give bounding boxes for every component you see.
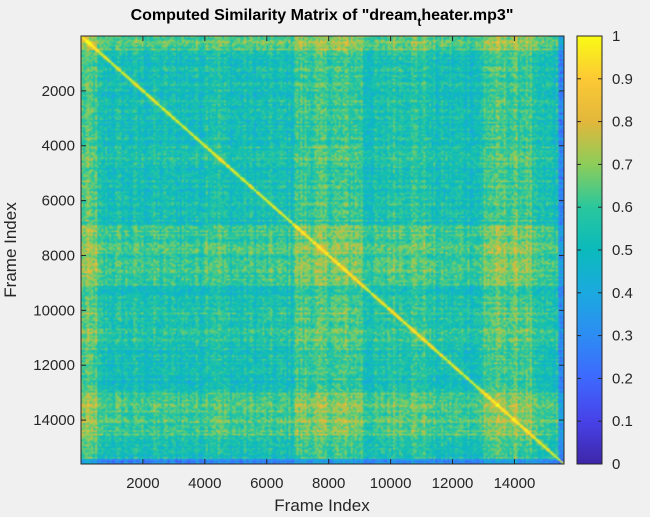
chart-title-subscript: t [417, 15, 421, 29]
x-tick-label: 6000 [250, 475, 283, 492]
x-tick-label: 10000 [370, 475, 412, 492]
colorbar-tick-label: 0.9 [612, 71, 633, 88]
x-tick-label: 8000 [312, 475, 345, 492]
colorbar-tick-label: 0.2 [612, 370, 633, 387]
y-tick-label: 2000 [42, 83, 75, 100]
y-tick-label: 14000 [33, 412, 75, 429]
x-axis-ticks: 2000 4000 6000 8000 10000 12000 14000 [126, 36, 535, 492]
colorbar-tick-label: 1 [612, 28, 620, 45]
colorbar-tick-label: 0.3 [612, 328, 633, 345]
x-tick-label: 2000 [126, 475, 159, 492]
x-tick-label: 14000 [494, 475, 536, 492]
x-tick-label: 4000 [188, 475, 221, 492]
similarity-matrix-image [81, 36, 564, 464]
colorbar: 0 0.1 0.2 0.3 0.4 0.5 0.6 0.7 0.8 0.9 1 [576, 28, 633, 473]
heatmap-plot-area [80, 35, 565, 465]
colorbar-gradient [577, 36, 602, 464]
y-tick-label: 10000 [33, 302, 75, 319]
y-tick-label: 12000 [33, 357, 75, 374]
y-tick-label: 4000 [42, 138, 75, 155]
chart-title-main: Computed Similarity Matrix of "dream [131, 7, 418, 24]
colorbar-tick-label: 0.6 [612, 199, 633, 216]
colorbar-tick-label: 0.5 [612, 242, 633, 259]
x-tick-label: 12000 [432, 475, 474, 492]
plot-frame [80, 35, 565, 465]
colorbar-tick-label: 0.4 [612, 285, 633, 302]
y-tick-label: 6000 [42, 193, 75, 210]
y-axis-ticks: 2000 4000 6000 8000 10000 12000 14000 [33, 83, 564, 429]
y-axis-label: Frame Index [1, 202, 20, 298]
chart-title-tail: heater.mp3" [421, 7, 513, 24]
colorbar-ticks: 0 0.1 0.2 0.3 0.4 0.5 0.6 0.7 0.8 0.9 1 [577, 28, 633, 473]
chart-title: Computed Similarity Matrix of "dreamthea… [131, 7, 514, 29]
y-tick-label: 8000 [42, 247, 75, 264]
colorbar-tick-label: 0 [612, 456, 620, 473]
colorbar-tick-label: 0.7 [612, 156, 633, 173]
colorbar-tick-label: 0.8 [612, 114, 633, 131]
x-axis-label: Frame Index [274, 496, 370, 515]
colorbar-tick-label: 0.1 [612, 413, 633, 430]
